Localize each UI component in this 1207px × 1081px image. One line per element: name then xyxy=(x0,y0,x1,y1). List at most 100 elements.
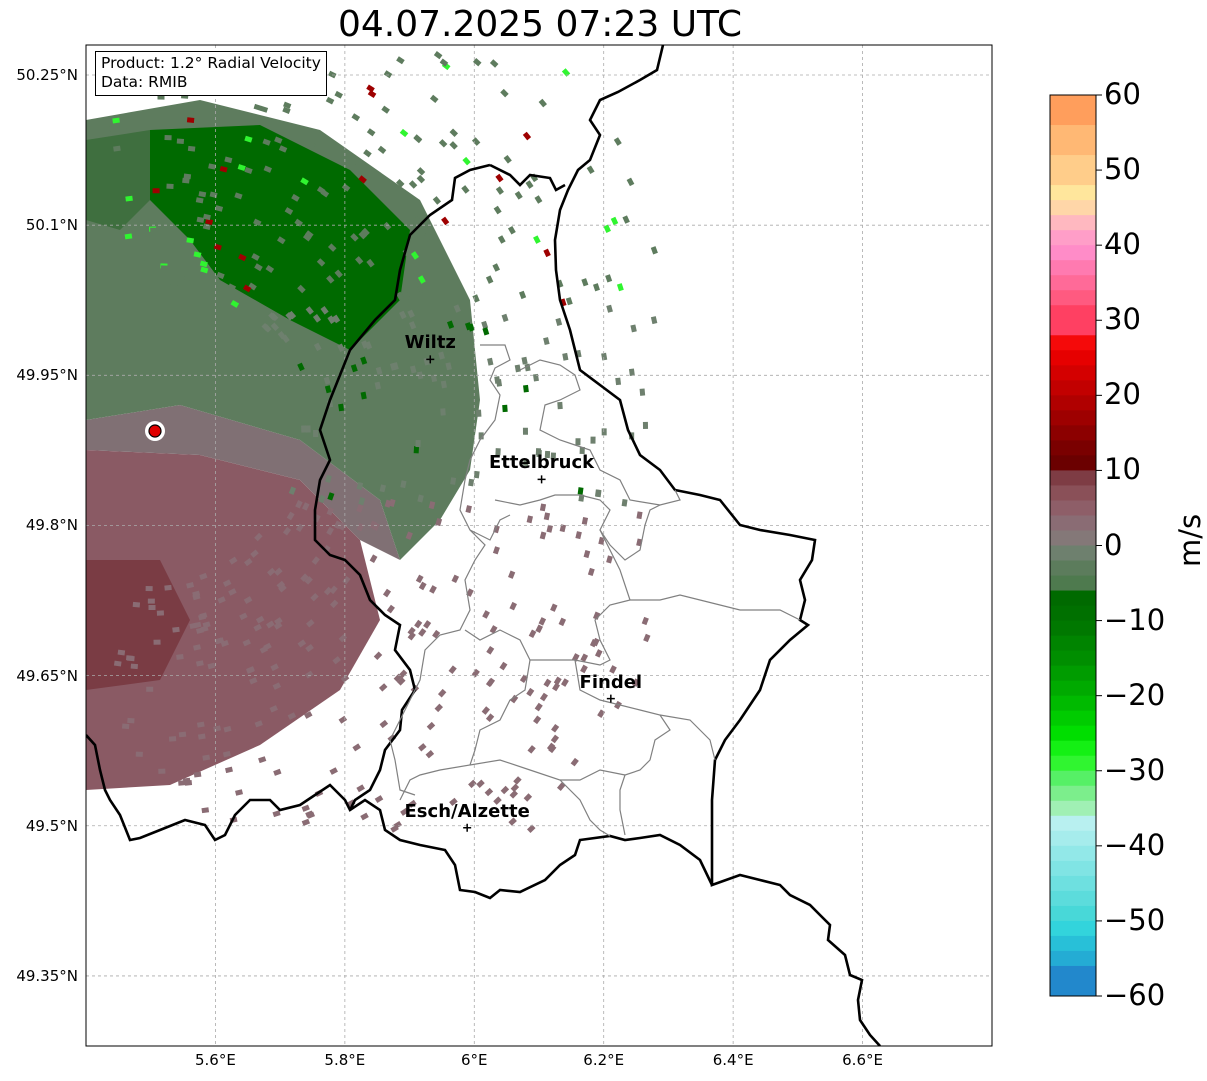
echo-bin xyxy=(586,165,595,175)
echo-bin xyxy=(501,313,509,322)
echo-bin xyxy=(558,617,567,627)
echo-bin xyxy=(329,767,338,775)
echo-bin xyxy=(267,567,276,577)
colorbar-segment xyxy=(1050,710,1096,727)
echo-bin xyxy=(615,377,622,386)
colorbar-segment xyxy=(1050,470,1096,486)
echo-bin xyxy=(153,639,161,645)
echo-bin xyxy=(205,218,214,226)
echo-bin xyxy=(426,721,436,731)
echo-bin xyxy=(369,520,377,530)
echo-bin xyxy=(202,213,211,221)
echo-bin xyxy=(152,188,160,194)
echo-bin xyxy=(355,256,364,265)
echo-bin xyxy=(340,674,350,683)
echo-bin xyxy=(449,128,459,137)
echo-bin xyxy=(379,719,389,729)
echo-bin xyxy=(378,683,388,692)
colorbar-segment xyxy=(1050,575,1096,592)
lon-tick-label: 6°E xyxy=(461,1051,488,1069)
echo-bin xyxy=(593,283,600,292)
echo-bin xyxy=(347,159,356,169)
echo-bin xyxy=(482,610,490,619)
echo-bin xyxy=(526,515,534,524)
echo-bin xyxy=(626,177,635,187)
echo-bin xyxy=(561,68,571,77)
echo-bin xyxy=(550,734,560,744)
echo-bin xyxy=(318,494,326,504)
echo-bin xyxy=(300,573,309,582)
echo-bin xyxy=(428,501,436,510)
echo-bin xyxy=(424,231,433,241)
echo-bin xyxy=(601,428,607,436)
echo-bin xyxy=(543,248,551,258)
echo-bin xyxy=(581,278,589,287)
echo-bin xyxy=(276,580,286,590)
colorbar-segment xyxy=(1050,185,1096,201)
echo-bin xyxy=(287,712,297,720)
echo-bin xyxy=(360,812,369,821)
echo-bin xyxy=(418,628,427,637)
colorbar-segment xyxy=(1050,380,1096,396)
colorbar-segment xyxy=(1050,425,1096,441)
echo-bin xyxy=(410,251,420,260)
colorbar-segment xyxy=(1050,455,1096,471)
echo-bin xyxy=(228,588,237,596)
echo-bin xyxy=(306,811,316,819)
echo-bin xyxy=(196,721,205,728)
echo-bin xyxy=(145,585,153,592)
echo-bin xyxy=(408,180,418,189)
echo-bin xyxy=(262,138,271,146)
echo-bin xyxy=(375,366,383,375)
colorbar-segment xyxy=(1050,815,1096,832)
echo-bin xyxy=(166,183,174,189)
product-info-box: Product: 1.2° Radial Velocity Data: RMIB xyxy=(95,51,327,96)
echo-bin xyxy=(170,281,178,287)
echo-bin xyxy=(418,743,427,752)
echo-bin xyxy=(527,745,536,754)
echo-bin xyxy=(361,227,370,237)
echo-bin xyxy=(417,284,426,294)
echo-bin xyxy=(481,706,490,715)
data-source-label: Data: RMIB xyxy=(101,73,188,91)
colorbar-segment xyxy=(1050,155,1096,186)
echo-bin xyxy=(374,795,384,804)
echo-bin xyxy=(407,309,415,319)
echo-bin xyxy=(546,524,553,533)
echo-bin xyxy=(300,177,309,186)
echo-bin xyxy=(117,649,126,656)
echo-bin xyxy=(373,651,383,661)
echo-bin xyxy=(358,175,367,184)
colorbar-segment xyxy=(1050,395,1096,411)
echo-bin xyxy=(341,183,351,192)
echo-bin xyxy=(594,489,601,497)
echo-bin xyxy=(294,218,303,227)
echo-bin xyxy=(244,558,253,567)
city-label: Wiltz xyxy=(404,332,456,354)
echo-bin xyxy=(449,797,458,807)
colorbar-segment xyxy=(1050,545,1096,562)
echo-bin xyxy=(510,783,520,793)
echo-bin xyxy=(449,141,458,150)
echo-bin xyxy=(395,179,405,188)
echo-bin xyxy=(420,234,429,244)
echo-bin xyxy=(565,297,573,306)
echo-bin xyxy=(408,321,417,330)
echo-bin xyxy=(207,662,216,670)
echo-bin xyxy=(484,787,494,797)
echo-bin xyxy=(539,531,547,540)
echo-bin xyxy=(606,304,613,313)
lon-tick-label: 6.6°E xyxy=(842,1051,883,1069)
echo-bin xyxy=(186,582,195,589)
echo-bin xyxy=(263,324,272,333)
echo-bin xyxy=(234,291,243,299)
echo-bin xyxy=(513,776,522,785)
echo-bin xyxy=(201,807,210,814)
outbound-core xyxy=(86,560,190,690)
echo-bin xyxy=(409,365,417,374)
echo-bin xyxy=(495,186,504,195)
echo-bin xyxy=(468,779,477,789)
echo-bin xyxy=(499,661,508,671)
echo-bin xyxy=(224,156,233,164)
